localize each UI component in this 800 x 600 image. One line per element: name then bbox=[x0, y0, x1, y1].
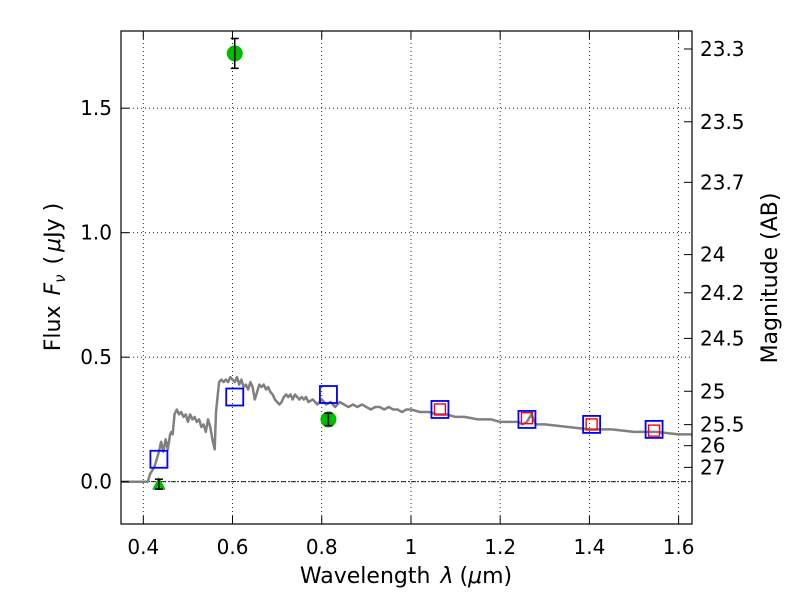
x-tick-label: 1 bbox=[405, 535, 418, 559]
y2-tick-label: 25 bbox=[700, 379, 725, 403]
plot-frame bbox=[120, 30, 693, 525]
x-tick-label: 1.6 bbox=[663, 535, 695, 559]
obs-point-square bbox=[520, 411, 534, 425]
y2-tick-label: 23.3 bbox=[700, 37, 745, 61]
y-tick-label: 1.0 bbox=[80, 221, 112, 245]
model-point-square bbox=[319, 385, 338, 404]
y2-axis-label: Magnitude (AB) bbox=[758, 193, 783, 364]
x-tick-label: 0.4 bbox=[127, 535, 159, 559]
x-tick-label: 0.8 bbox=[306, 535, 338, 559]
model-point-square bbox=[430, 400, 450, 419]
y-tick-label: 0.5 bbox=[80, 345, 112, 369]
tick-marks bbox=[121, 31, 692, 524]
obs-point-square bbox=[433, 403, 447, 416]
model-point-square bbox=[517, 410, 537, 429]
x-tick-label: 0.6 bbox=[217, 535, 249, 559]
model-sed-line bbox=[121, 375, 692, 483]
y2-tick-label: 27 bbox=[700, 455, 725, 479]
y2-tick-label: 25.5 bbox=[700, 413, 745, 437]
y2-tick-label: 23.7 bbox=[700, 170, 745, 194]
y2-tick-label: 26 bbox=[700, 434, 725, 458]
model-point-square bbox=[149, 449, 169, 469]
x-tick-label: 1.2 bbox=[484, 535, 516, 559]
tick-labels: 0.4 0.6 0.8 1 1.2 1.4 1.6 0.0 0.5 1.0 1.5 23.3 23.5 2… bbox=[80, 37, 744, 559]
obs-point-square bbox=[585, 418, 598, 431]
y-axis-label: FluxFν(μJy ) bbox=[41, 203, 69, 351]
model-point-square bbox=[225, 387, 245, 407]
x-axis-label: Wavelength λ (μm) bbox=[300, 564, 512, 589]
model-point-square bbox=[644, 419, 664, 439]
y2-tick-label: 24.5 bbox=[700, 326, 745, 350]
y2-tick-label: 24.2 bbox=[700, 281, 745, 305]
y-tick-label: 1.5 bbox=[80, 96, 112, 120]
y-tick-label: 0.0 bbox=[80, 470, 112, 494]
model-sed-series bbox=[121, 375, 692, 483]
y2-tick-label: 23.5 bbox=[700, 110, 745, 134]
obs-point-square bbox=[647, 424, 661, 437]
grid-lines bbox=[121, 31, 692, 524]
markers-group bbox=[149, 37, 664, 490]
model-point-square bbox=[582, 415, 602, 434]
x-tick-label: 1.4 bbox=[573, 535, 605, 559]
y2-tick-label: 24 bbox=[700, 243, 725, 267]
